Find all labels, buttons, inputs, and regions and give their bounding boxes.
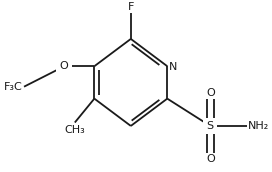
FancyBboxPatch shape <box>63 125 86 140</box>
Text: NH₂: NH₂ <box>248 121 269 131</box>
Text: F: F <box>128 2 134 13</box>
Text: O: O <box>206 88 215 98</box>
FancyBboxPatch shape <box>56 58 72 74</box>
FancyBboxPatch shape <box>248 118 269 134</box>
Text: O: O <box>60 61 68 71</box>
Text: CH₃: CH₃ <box>64 125 85 135</box>
FancyBboxPatch shape <box>203 118 217 134</box>
Text: S: S <box>207 121 214 131</box>
Text: F₃C: F₃C <box>4 82 23 92</box>
Text: O: O <box>206 154 215 164</box>
FancyBboxPatch shape <box>203 154 217 168</box>
FancyBboxPatch shape <box>203 84 217 98</box>
FancyBboxPatch shape <box>169 59 182 74</box>
Text: N: N <box>169 62 177 72</box>
FancyBboxPatch shape <box>0 79 23 94</box>
FancyBboxPatch shape <box>123 0 139 13</box>
